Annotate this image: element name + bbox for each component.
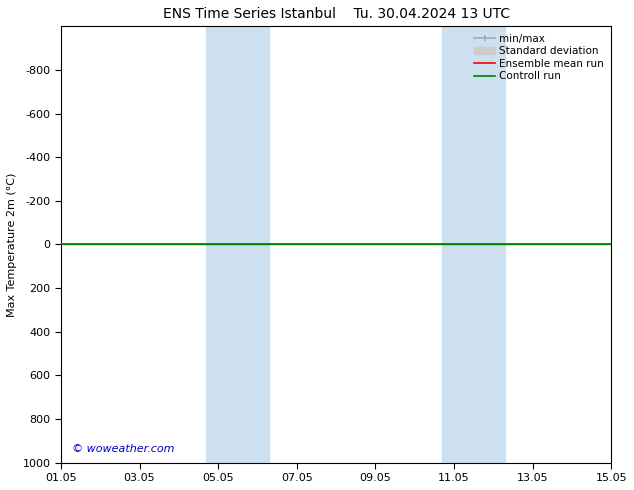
Title: ENS Time Series Istanbul    Tu. 30.04.2024 13 UTC: ENS Time Series Istanbul Tu. 30.04.2024 … — [162, 7, 510, 21]
Legend: min/max, Standard deviation, Ensemble mean run, Controll run: min/max, Standard deviation, Ensemble me… — [472, 31, 606, 83]
Y-axis label: Max Temperature 2m (°C): Max Temperature 2m (°C) — [7, 172, 17, 317]
Bar — [206, 26, 269, 463]
Text: © woweather.com: © woweather.com — [72, 444, 174, 454]
Bar — [442, 26, 505, 463]
